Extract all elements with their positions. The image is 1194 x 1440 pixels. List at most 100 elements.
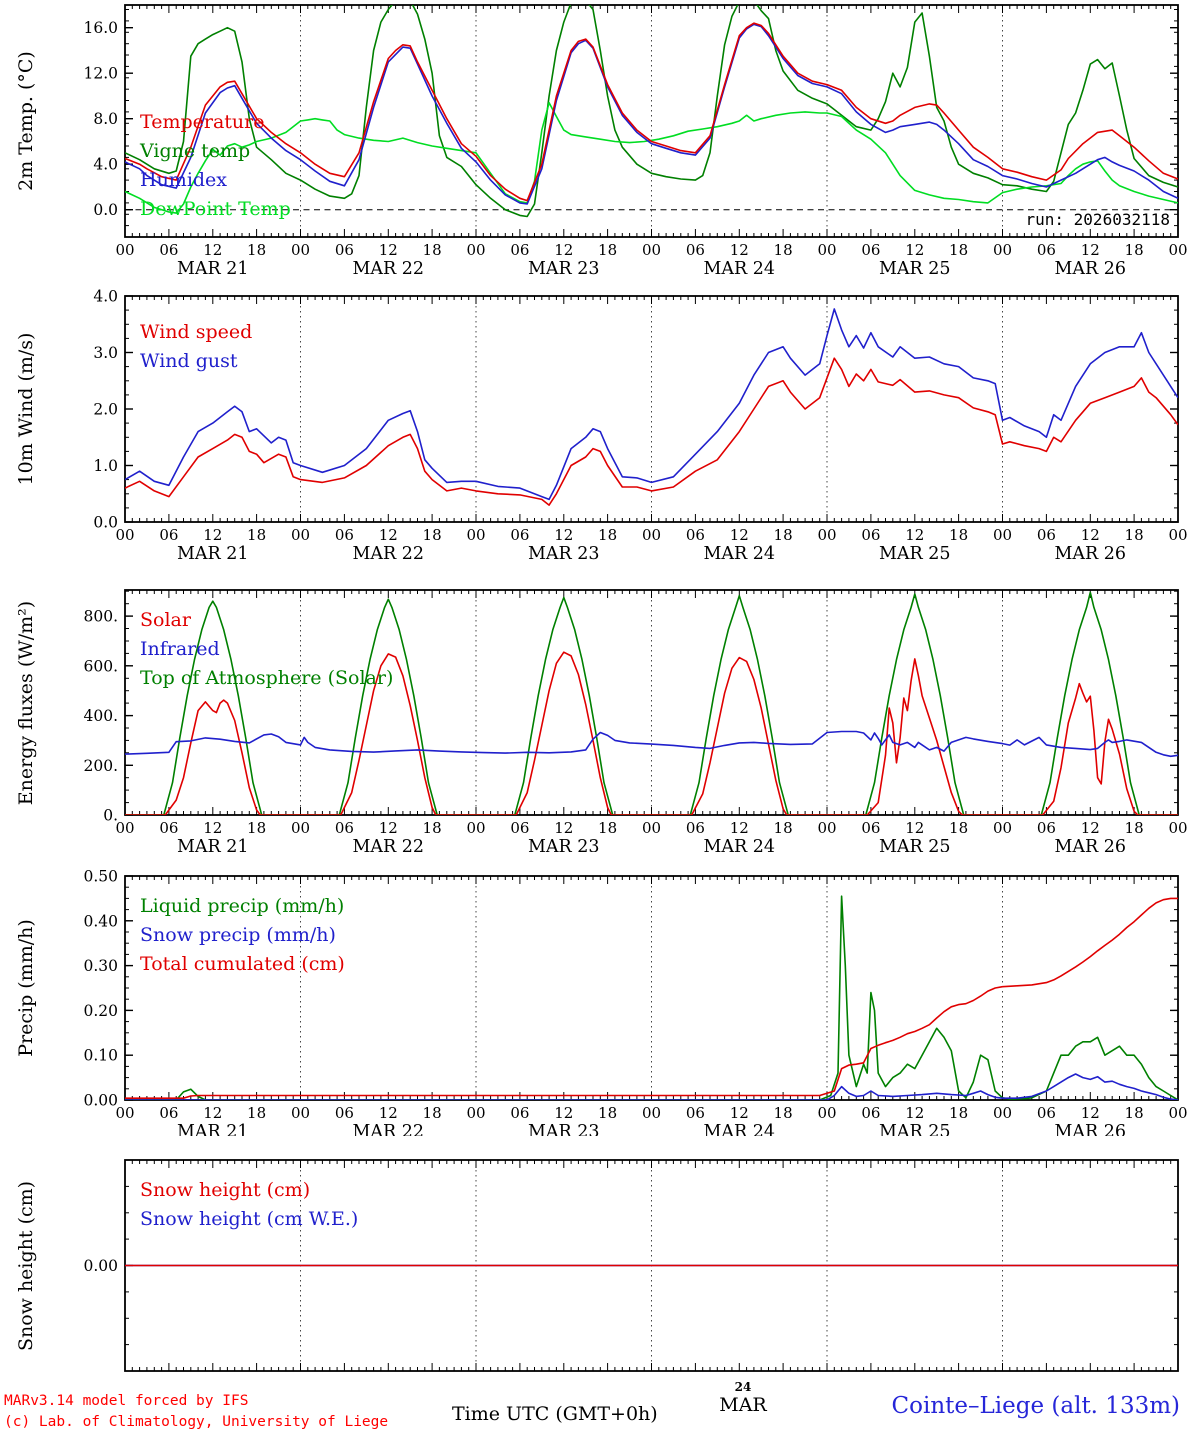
svg-text:MAR 21: MAR 21 [177,259,249,279]
svg-text:00: 00 [1168,1104,1187,1122]
svg-text:DewPoint Temp: DewPoint Temp [140,198,291,220]
svg-text:MAR 22: MAR 22 [353,1122,425,1136]
svg-text:00: 00 [115,819,134,837]
time-axis-title: Time UTC (GMT+0h) [452,1403,658,1425]
svg-text:06: 06 [686,819,705,837]
svg-text:MAR 26: MAR 26 [1055,1122,1127,1136]
svg-text:18: 18 [598,526,617,544]
svg-text:600.: 600. [83,657,118,675]
svg-text:Snow height (cm W.E.): Snow height (cm W.E.) [140,1208,358,1230]
svg-text:Snow height (cm): Snow height (cm) [15,1181,37,1351]
svg-text:12: 12 [379,819,398,837]
svg-text:MAR 21: MAR 21 [177,544,249,564]
month-label: 24 MAR [718,1380,768,1416]
svg-text:00: 00 [817,1104,836,1122]
svg-text:00: 00 [642,819,661,837]
svg-text:Energy fluxes (W/m²): Energy fluxes (W/m²) [15,601,37,805]
svg-text:18: 18 [598,819,617,837]
svg-text:MAR 24: MAR 24 [704,837,776,852]
svg-text:12: 12 [203,526,222,544]
svg-text:12: 12 [379,241,398,259]
svg-text:18: 18 [598,241,617,259]
svg-text:12: 12 [554,819,573,837]
svg-text:06: 06 [861,819,880,837]
svg-text:06: 06 [510,526,529,544]
footer: MARv3.14 model forced by IFS (c) Lab. of… [0,1375,1194,1440]
svg-text:12: 12 [379,1104,398,1122]
svg-text:0.40: 0.40 [83,912,118,930]
svg-text:18: 18 [598,1104,617,1122]
svg-text:0.0: 0.0 [93,201,118,219]
svg-text:00: 00 [642,526,661,544]
svg-text:06: 06 [510,241,529,259]
svg-text:06: 06 [335,241,354,259]
svg-text:06: 06 [159,1104,178,1122]
svg-text:Total cumulated (cm): Total cumulated (cm) [140,953,345,975]
svg-text:0.: 0. [103,807,118,825]
svg-text:18: 18 [949,819,968,837]
svg-text:18: 18 [774,241,793,259]
svg-text:MAR 26: MAR 26 [1055,259,1127,279]
svg-text:00: 00 [466,1104,485,1122]
svg-text:00: 00 [291,819,310,837]
svg-text:Temperature: Temperature [140,111,264,133]
svg-text:12: 12 [730,819,749,837]
svg-text:MAR 22: MAR 22 [353,259,425,279]
svg-text:0.0: 0.0 [93,514,118,532]
svg-text:00: 00 [642,1104,661,1122]
svg-text:12: 12 [1081,241,1100,259]
svg-text:12: 12 [554,526,573,544]
wind-chart: 00 06 12 18 00 06 12 18 00 06 12 18 00 06 12 18 00 06 12 18… [15,288,1188,565]
svg-text:00: 00 [115,241,134,259]
svg-text:12: 12 [203,241,222,259]
snow-height-chart: 0.00 Snow height (cm) Snow height (cm W.E.… [15,1159,1179,1372]
svg-text:00: 00 [1168,241,1187,259]
svg-text:00: 00 [466,526,485,544]
credit-line-2: (c) Lab. of Climatology, University of L… [4,1414,389,1431]
svg-text:18: 18 [423,1104,442,1122]
svg-text:1.0: 1.0 [93,457,118,475]
svg-text:06: 06 [1037,1104,1056,1122]
svg-text:06: 06 [686,241,705,259]
svg-text:MAR 25: MAR 25 [879,837,951,852]
svg-text:MAR 23: MAR 23 [528,1122,600,1136]
svg-text:06: 06 [686,526,705,544]
svg-text:MAR 22: MAR 22 [353,544,425,564]
svg-text:0.20: 0.20 [83,1002,118,1020]
svg-text:Snow precip (mm/h): Snow precip (mm/h) [140,924,336,946]
svg-text:00: 00 [291,526,310,544]
svg-text:Snow height (cm): Snow height (cm) [140,1179,310,1201]
svg-text:00: 00 [993,241,1012,259]
svg-text:Precip (mm/h): Precip (mm/h) [15,919,37,1057]
svg-text:MAR 25: MAR 25 [879,259,951,279]
svg-text:3.0: 3.0 [93,344,118,362]
svg-text:18: 18 [774,526,793,544]
svg-text:12: 12 [905,1104,924,1122]
svg-text:12: 12 [730,241,749,259]
svg-text:MAR 24: MAR 24 [704,259,776,279]
svg-text:00: 00 [817,526,836,544]
svg-text:Infrared: Infrared [140,638,220,660]
svg-text:8.0: 8.0 [93,110,118,128]
svg-text:00: 00 [993,819,1012,837]
svg-text:00: 00 [115,1104,134,1122]
svg-text:12: 12 [905,526,924,544]
svg-text:MAR 23: MAR 23 [528,837,600,852]
svg-text:Solar: Solar [140,609,192,631]
svg-text:Liquid precip (mm/h): Liquid precip (mm/h) [140,895,344,917]
svg-text:18: 18 [1125,819,1144,837]
svg-text:800.: 800. [83,608,118,626]
svg-text:00: 00 [291,241,310,259]
svg-text:06: 06 [510,1104,529,1122]
svg-text:MAR 22: MAR 22 [353,837,425,852]
svg-text:12: 12 [1081,819,1100,837]
svg-text:06: 06 [159,819,178,837]
svg-text:18: 18 [949,526,968,544]
svg-text:4.0: 4.0 [93,156,118,174]
svg-text:0.50: 0.50 [83,868,118,886]
svg-text:00: 00 [993,526,1012,544]
model-credit: MARv3.14 model forced by IFS (c) Lab. of… [4,1391,388,1433]
svg-text:18: 18 [774,819,793,837]
svg-text:18: 18 [949,241,968,259]
svg-text:12: 12 [1081,526,1100,544]
